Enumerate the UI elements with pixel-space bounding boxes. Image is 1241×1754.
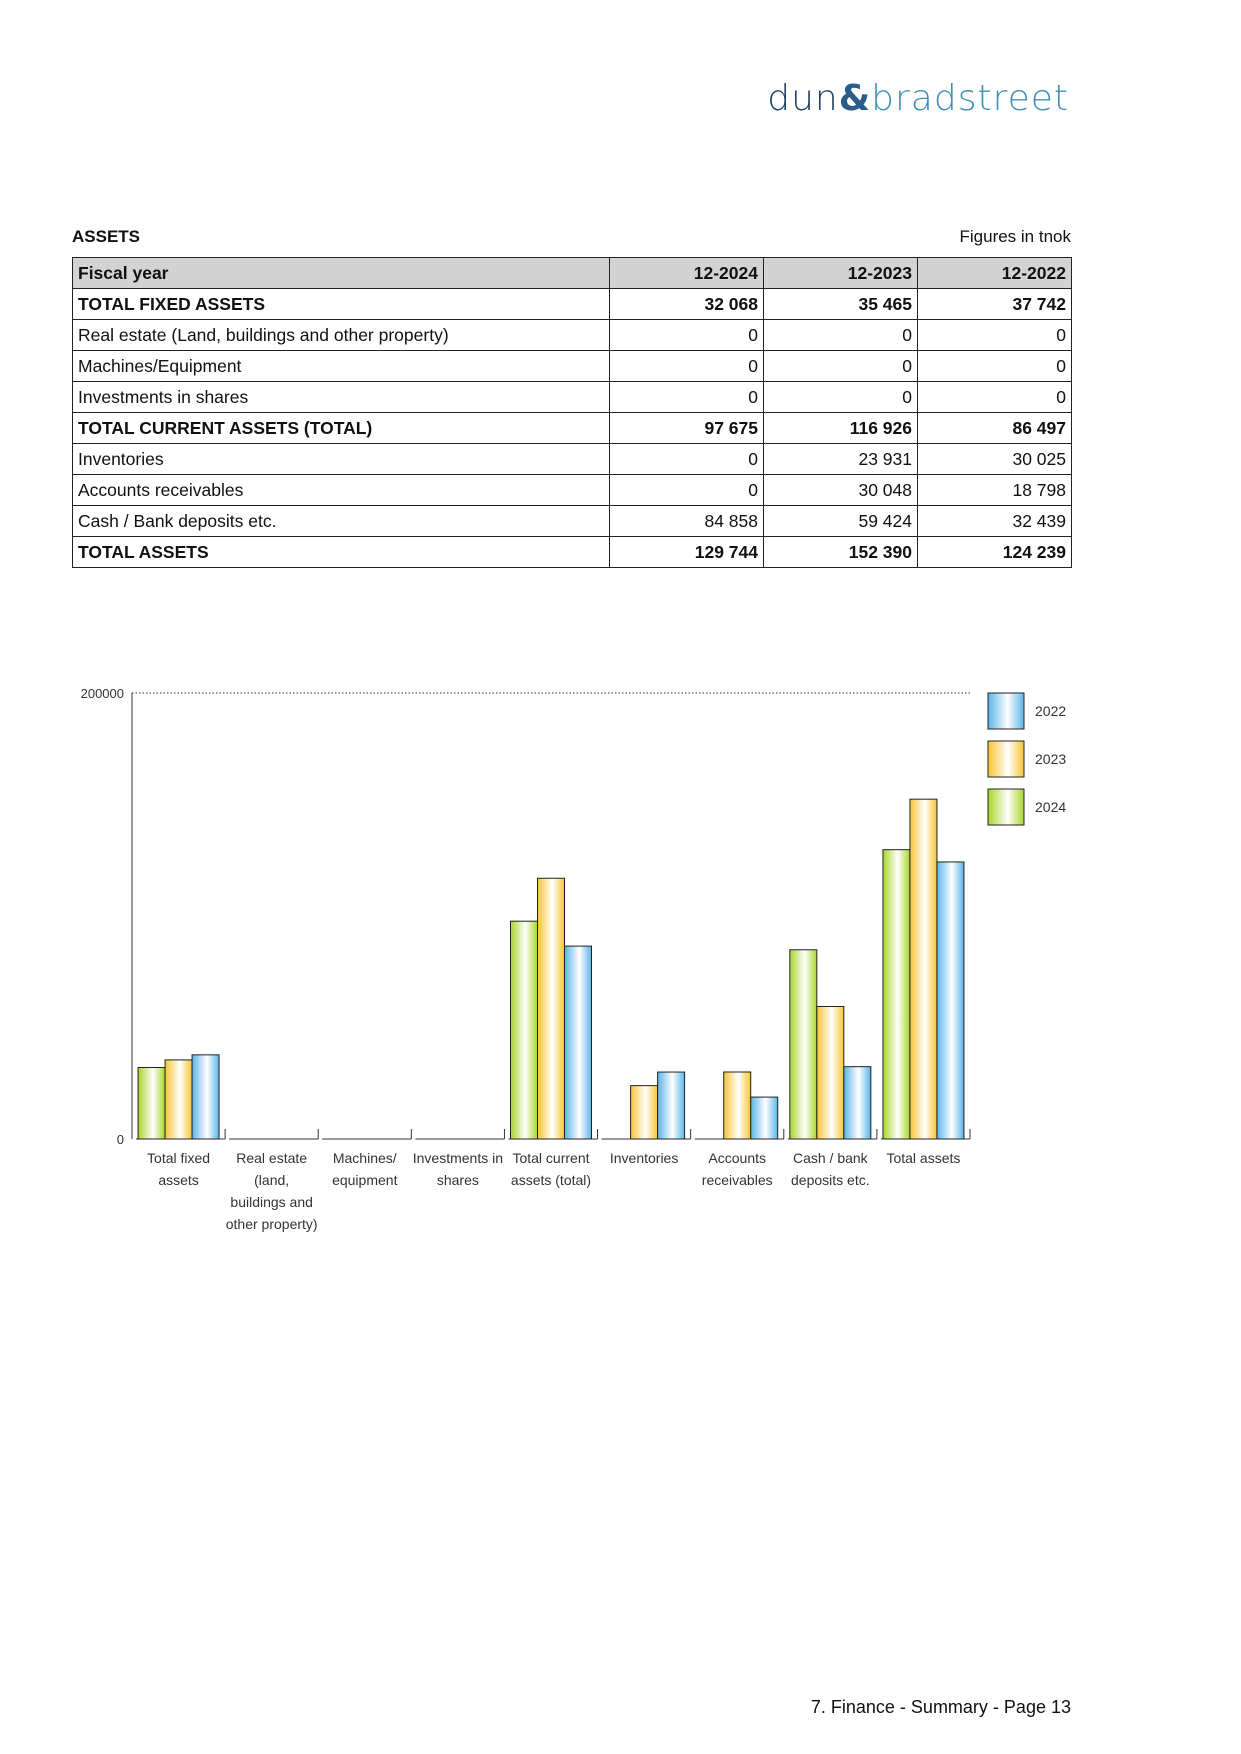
logo-part: & xyxy=(838,78,872,119)
x-tick-label: other property) xyxy=(226,1216,318,1232)
value-cell: 30 025 xyxy=(917,443,1072,475)
value-cell: 152 390 xyxy=(763,536,918,568)
value-cell: 32 068 xyxy=(609,288,764,320)
x-tick-label: assets (total) xyxy=(511,1172,591,1188)
page-footer: 7. Finance - Summary - Page 13 xyxy=(810,1697,1071,1717)
table-row: Inventories 0 23 931 30 025 xyxy=(72,443,1072,475)
value-cell: 0 xyxy=(763,350,918,382)
section-title: ASSETS xyxy=(72,227,141,246)
label-cell: TOTAL CURRENT ASSETS (TOTAL) xyxy=(72,412,610,444)
x-tick-label: Cash / bank xyxy=(793,1150,869,1166)
bar-2022 xyxy=(564,945,592,1140)
table-row: Accounts receivables 0 30 048 18 798 xyxy=(72,474,1072,506)
table-header: Fiscal year 12-2024 12-2023 12-2022 xyxy=(72,257,1072,289)
logo-part: dun xyxy=(767,78,839,119)
label-cell: Inventories xyxy=(72,443,610,475)
bar-2024 xyxy=(789,949,818,1140)
logo-part: bradstreet xyxy=(871,78,1069,119)
bar-2022 xyxy=(191,1054,220,1140)
value-cell: 12-2022 xyxy=(917,257,1072,289)
legend-swatch-2023 xyxy=(987,740,1025,778)
bar-2024 xyxy=(137,1066,166,1140)
value-cell: 12-2024 xyxy=(609,257,764,289)
x-tick-label: Investments in xyxy=(413,1150,503,1166)
value-cell: 37 742 xyxy=(917,288,1072,320)
value-cell: 0 xyxy=(917,319,1072,351)
y-tick-label: 0 xyxy=(117,1132,124,1147)
label-cell: TOTAL FIXED ASSETS xyxy=(72,288,610,320)
x-tick-label: Machines/ xyxy=(333,1150,397,1166)
legend-swatch-2024 xyxy=(987,788,1025,826)
x-tick-label: Total current xyxy=(512,1150,589,1166)
x-tick-label: shares xyxy=(437,1172,479,1188)
dun-bradstreet-logo: dun&bradstreet xyxy=(767,78,1069,119)
legend-label: 2022 xyxy=(1035,703,1066,719)
x-tick-label: receivables xyxy=(702,1172,773,1188)
bar-2024 xyxy=(882,849,911,1140)
value-cell: 124 239 xyxy=(917,536,1072,568)
table-row: TOTAL ASSETS 129 744 152 390 124 239 xyxy=(72,536,1072,568)
x-tick-label: Inventories xyxy=(610,1150,678,1166)
label-cell: Fiscal year xyxy=(72,257,610,289)
bar-2023 xyxy=(723,1071,752,1140)
value-cell: 12-2023 xyxy=(763,257,918,289)
label-cell: Investments in shares xyxy=(72,381,610,413)
assets-table: Fiscal year 12-2024 12-2023 12-2022 TOTAL FI… xyxy=(72,257,1072,568)
x-tick-label: deposits etc. xyxy=(791,1172,870,1188)
bar-2023 xyxy=(630,1085,659,1140)
legend-swatch-2022 xyxy=(987,692,1025,730)
value-cell: 116 926 xyxy=(763,412,918,444)
legend-label: 2024 xyxy=(1035,799,1066,815)
bar-2022 xyxy=(750,1096,779,1140)
bar-2022 xyxy=(843,1066,872,1140)
bar-2024 xyxy=(510,920,538,1140)
label-cell: Machines/Equipment xyxy=(72,350,610,382)
bar-2023 xyxy=(909,798,938,1140)
bar-2022 xyxy=(936,861,965,1140)
bar-2023 xyxy=(164,1059,193,1140)
value-cell: 97 675 xyxy=(609,412,764,444)
table-row: TOTAL CURRENT ASSETS (TOTAL) 97 675 116 92… xyxy=(72,412,1072,444)
x-tick-label: Accounts xyxy=(708,1150,766,1166)
label-cell: Accounts receivables xyxy=(72,474,610,506)
legend-label: 2023 xyxy=(1035,751,1066,767)
bar-2023 xyxy=(537,877,565,1140)
x-tick-label: equipment xyxy=(332,1172,397,1188)
x-tick-label: assets xyxy=(158,1172,198,1188)
table-row: Machines/Equipment 0 0 0 xyxy=(72,350,1072,382)
label-cell: Real estate (Land, buildings and other p… xyxy=(72,319,610,351)
bar-2022 xyxy=(657,1071,686,1140)
value-cell: 86 497 xyxy=(917,412,1072,444)
x-tick-label: Total fixed xyxy=(147,1150,210,1166)
table-row: TOTAL FIXED ASSETS 32 068 35 465 37 742 xyxy=(72,288,1072,320)
value-cell: 23 931 xyxy=(763,443,918,475)
label-cell: TOTAL ASSETS xyxy=(72,536,610,568)
table-row: Real estate (Land, buildings and other p… xyxy=(72,319,1072,351)
y-tick-label: 200000 xyxy=(81,686,124,701)
x-tick-label: buildings and xyxy=(230,1194,313,1210)
units-note: Figures in tnok xyxy=(959,227,1072,246)
bar-2023 xyxy=(816,1005,845,1140)
x-tick-label: Real estate xyxy=(236,1150,307,1166)
value-cell: 129 744 xyxy=(609,536,764,568)
value-cell: 84 858 xyxy=(609,505,764,537)
x-tick-label: (land, xyxy=(254,1172,289,1188)
value-cell: 18 798 xyxy=(917,474,1072,506)
x-tick-label: Total assets xyxy=(886,1150,960,1166)
